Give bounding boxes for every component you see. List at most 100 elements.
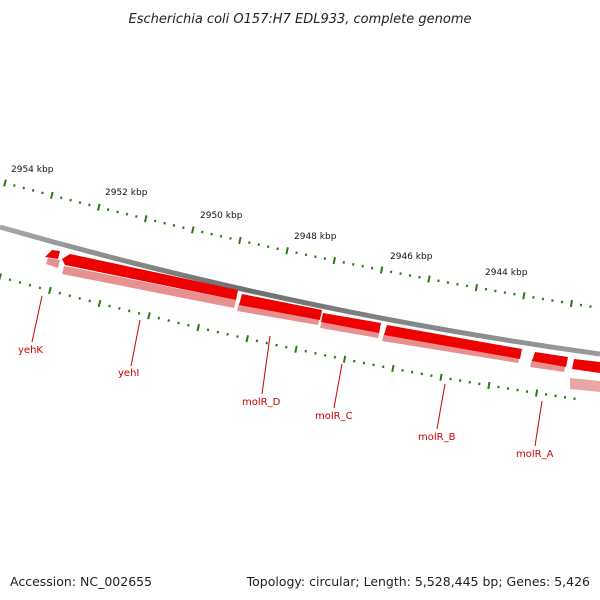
genome-summary-text: Topology: circular; Length: 5,528,445 bp… xyxy=(246,574,590,589)
inner-scale-tick xyxy=(275,343,278,347)
outer-scale-tick xyxy=(106,208,110,211)
inner-scale-tick xyxy=(265,341,268,345)
inner-scale-ticks xyxy=(0,273,576,400)
outer-scale-tick xyxy=(210,232,213,236)
outer-scale-tick xyxy=(172,224,176,227)
inner-scale-tick xyxy=(487,381,491,390)
outer-scale-tick xyxy=(116,210,119,214)
outer-scale-tick xyxy=(257,243,261,247)
outer-scale-tick xyxy=(191,226,195,234)
gene-label-molR_C: molR_C xyxy=(315,411,353,422)
outer-scale-tick xyxy=(276,247,279,251)
outer-scale-tick xyxy=(31,189,35,192)
outer-scale-tick xyxy=(379,266,384,274)
gene-arrows xyxy=(45,250,600,373)
outer-scale-tick xyxy=(427,275,431,283)
accession-text: Accession: NC_002655 xyxy=(10,574,152,589)
inner-scale-tick xyxy=(439,373,443,381)
outer-scale-tick xyxy=(143,215,148,223)
inner-scale-tick xyxy=(118,307,121,310)
inner-scale-tick xyxy=(88,299,91,303)
inner-scale-tick xyxy=(127,309,131,313)
inner-scale-tick xyxy=(236,335,239,338)
outer-scale-tick xyxy=(200,230,204,234)
outer-scale-tick xyxy=(248,241,251,244)
outer-scale-tick xyxy=(474,283,478,292)
outer-scale-tick xyxy=(50,191,54,199)
gene-label-yehK: yehK xyxy=(18,345,43,356)
outer-scale-tick xyxy=(285,247,289,255)
gene-arrow-molR_A[interactable] xyxy=(532,352,568,367)
gene-arrow-yehK[interactable] xyxy=(45,250,60,259)
inner-scale-tick xyxy=(8,278,12,282)
outer-scale-tick xyxy=(332,256,336,265)
scale-label-2954: 2954 kbp xyxy=(11,165,54,175)
inner-scale-tick xyxy=(187,323,190,327)
inner-scale-tick xyxy=(294,345,298,353)
inner-scale-tick xyxy=(535,389,539,397)
outer-scale-tick xyxy=(13,184,16,187)
inner-scale-tick xyxy=(342,355,347,363)
inner-scale-tick xyxy=(137,311,141,315)
inner-scale-tick xyxy=(18,281,22,284)
scale-label-2950: 2950 kbp xyxy=(200,211,243,221)
outer-scale-tick xyxy=(238,236,242,245)
inner-scale-tick xyxy=(108,304,111,308)
gene-label-yehI: yehI xyxy=(118,368,139,379)
inner-scale-tick xyxy=(97,299,102,308)
outer-scale-tick xyxy=(229,237,232,240)
outer-scale-tick xyxy=(3,179,7,187)
inner-scale-tick xyxy=(167,319,170,322)
inner-scale-tick xyxy=(0,273,2,281)
outer-scale-tick xyxy=(219,234,223,238)
inner-scale-tick xyxy=(68,294,72,298)
gene-label-molR_B: molR_B xyxy=(418,432,456,443)
gene-arrow-yehI[interactable] xyxy=(62,254,238,300)
scale-label-2946: 2946 kbp xyxy=(390,252,433,262)
scale-label-2948: 2948 kbp xyxy=(294,232,337,242)
outer-scale-tick xyxy=(78,201,82,204)
inner-scale-tick xyxy=(58,291,62,295)
map-title: Escherichia coli O157:H7 EDL933, complet… xyxy=(129,12,472,27)
outer-scale-tick xyxy=(125,212,129,216)
inner-scale-tick xyxy=(48,286,52,295)
inner-scale-tick xyxy=(177,321,180,325)
gene-arrow-molR_D[interactable] xyxy=(239,294,322,320)
gene-arrow-molR_B[interactable] xyxy=(384,325,522,359)
inner-scale-tick xyxy=(196,323,200,332)
inner-scale-tick xyxy=(28,283,32,287)
outer-scale-tick xyxy=(153,219,157,223)
outer-scale-tick xyxy=(569,299,573,308)
outer-scale-tick xyxy=(59,196,63,200)
outer-scale-tick xyxy=(522,292,526,300)
outer-scale-ticks xyxy=(3,179,592,308)
outer-scale-tick xyxy=(163,221,166,225)
inner-scale-tick xyxy=(255,339,259,343)
inner-scale-tick xyxy=(38,286,42,290)
gene-label-molR_A: molR_A xyxy=(516,449,554,460)
outer-scale-tick xyxy=(96,203,101,211)
inner-scale-tick xyxy=(226,332,229,336)
inner-scale-tick xyxy=(157,316,161,320)
scale-label-2944: 2944 kbp xyxy=(485,268,528,278)
inner-scale-tick xyxy=(391,364,395,373)
genome-backbone xyxy=(0,224,600,357)
gene-arrow-partial[interactable] xyxy=(572,359,600,373)
outer-scale-tick xyxy=(69,198,72,202)
inner-scale-tick xyxy=(245,335,249,343)
inner-scale-tick xyxy=(216,330,220,334)
outer-scale-tick xyxy=(41,191,44,195)
outer-scale-tick xyxy=(266,245,270,249)
outer-scale-tick xyxy=(135,215,138,218)
scale-label-2952: 2952 kbp xyxy=(105,188,148,198)
inner-scale-tick xyxy=(206,328,210,332)
gene-arrow-molR_C[interactable] xyxy=(321,313,381,333)
inner-scale-tick xyxy=(147,312,151,320)
outer-scale-tick xyxy=(182,226,185,230)
inner-scale-tick xyxy=(78,296,81,300)
gene-leader-lines xyxy=(31,295,543,447)
gene-label-molR_D: molR_D xyxy=(242,397,281,408)
outer-scale-tick xyxy=(22,186,26,190)
outer-scale-tick xyxy=(88,203,91,207)
